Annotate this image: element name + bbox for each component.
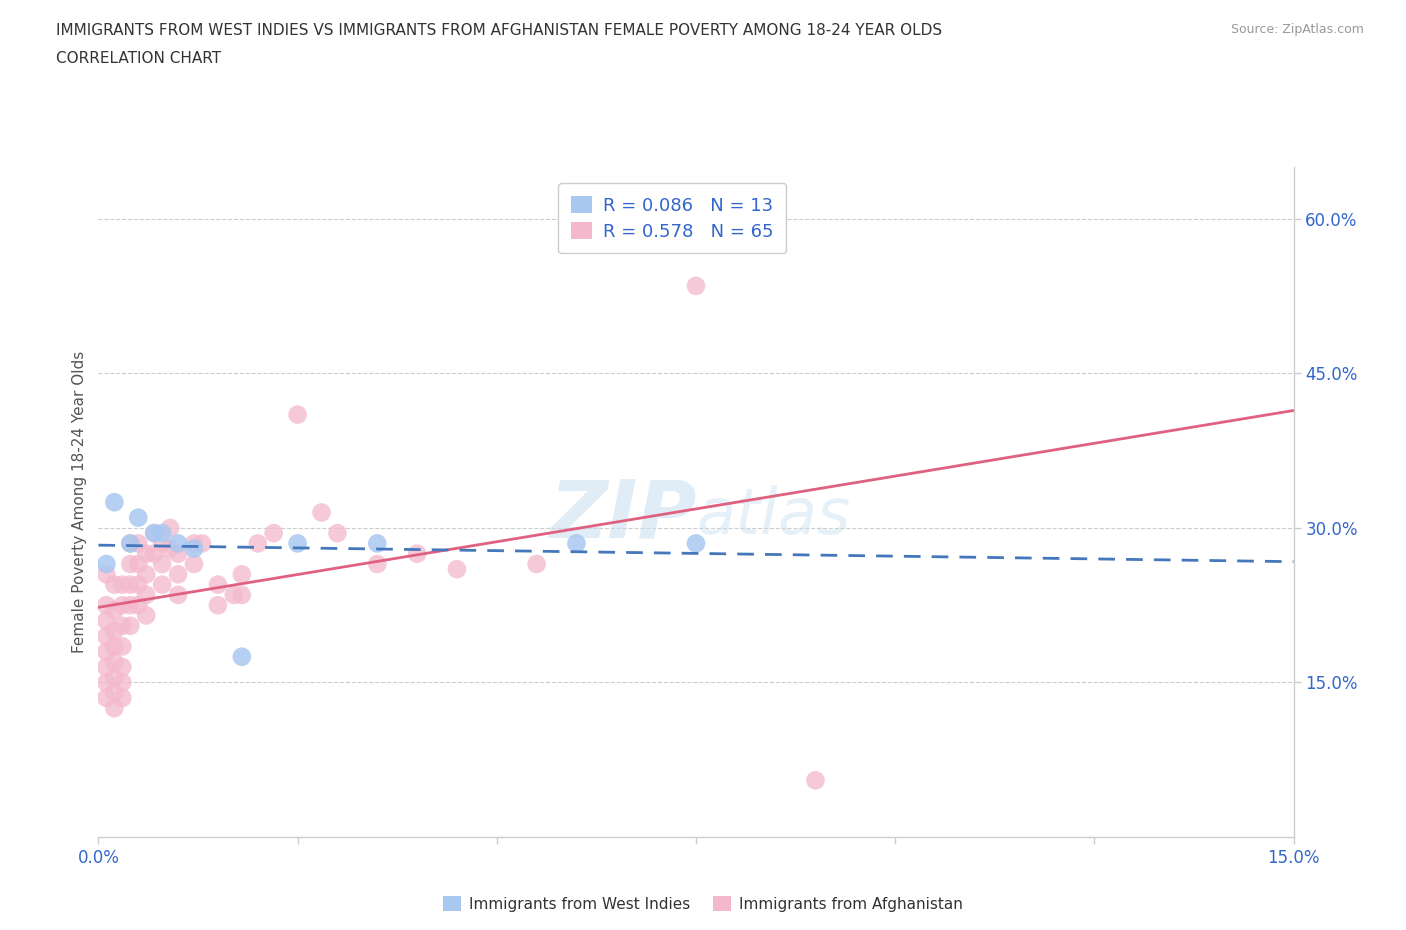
Point [103,701,125,716]
Point [150,556,173,571]
Point [96,629,118,644]
Point [143,525,166,540]
Point [167,567,190,582]
Point [287,536,309,551]
Text: IMMIGRANTS FROM WEST INDIES VS IMMIGRANTS FROM AFGHANISTAN FEMALE POVERTY AMONG : IMMIGRANTS FROM WEST INDIES VS IMMIGRANT… [56,23,942,38]
Point [326,525,349,540]
Point [207,598,229,613]
Point [127,511,149,525]
Point [120,578,142,592]
Point [150,536,173,551]
Point [103,578,125,592]
Point [120,598,142,613]
Point [111,639,134,654]
Point [135,567,157,582]
Point [96,556,118,571]
Point [96,690,118,705]
Point [685,278,707,293]
Legend: R = 0.086   N = 13, R = 0.578   N = 65: R = 0.086 N = 13, R = 0.578 N = 65 [558,183,786,253]
Point [150,525,173,540]
Point [111,578,134,592]
Point [526,556,548,571]
Point [96,659,118,674]
Point [231,567,253,582]
Point [127,556,149,571]
Point [120,618,142,633]
Point [311,505,333,520]
Point [231,649,253,664]
Point [804,773,827,788]
Point [287,407,309,422]
Point [150,578,173,592]
Point [565,536,588,551]
Point [127,536,149,551]
Point [111,675,134,690]
Point [120,536,142,551]
Point [183,541,205,556]
Point [183,556,205,571]
Point [263,525,285,540]
Point [120,536,142,551]
Point [183,536,205,551]
Point [96,567,118,582]
Point [143,546,166,561]
Point [167,536,190,551]
Point [103,603,125,618]
Point [127,598,149,613]
Point [96,598,118,613]
Text: ZIP: ZIP [548,476,696,554]
Point [135,608,157,623]
Point [135,588,157,603]
Point [246,536,269,551]
Point [167,588,190,603]
Point [406,546,429,561]
Text: Source: ZipAtlas.com: Source: ZipAtlas.com [1230,23,1364,36]
Text: CORRELATION CHART: CORRELATION CHART [56,51,221,66]
Point [231,588,253,603]
Point [127,578,149,592]
Point [143,525,166,540]
Point [96,613,118,628]
Text: atlas: atlas [696,485,851,547]
Point [207,578,229,592]
Point [96,675,118,690]
Point [191,536,214,551]
Point [103,495,125,510]
Point [222,588,245,603]
Point [103,685,125,700]
Y-axis label: Female Poverty Among 18-24 Year Olds: Female Poverty Among 18-24 Year Olds [72,352,87,654]
Point [111,598,134,613]
Point [167,546,190,561]
Point [111,659,134,674]
Point [135,546,157,561]
Point [366,556,388,571]
Point [111,690,134,705]
Point [120,556,142,571]
Point [103,655,125,670]
Point [685,536,707,551]
Point [159,541,181,556]
Point [446,562,468,577]
Point [103,623,125,638]
Point [111,618,134,633]
Legend: Immigrants from West Indies, Immigrants from Afghanistan: Immigrants from West Indies, Immigrants … [437,890,969,918]
Point [103,670,125,684]
Point [96,644,118,659]
Point [103,639,125,654]
Point [159,521,181,536]
Point [366,536,388,551]
